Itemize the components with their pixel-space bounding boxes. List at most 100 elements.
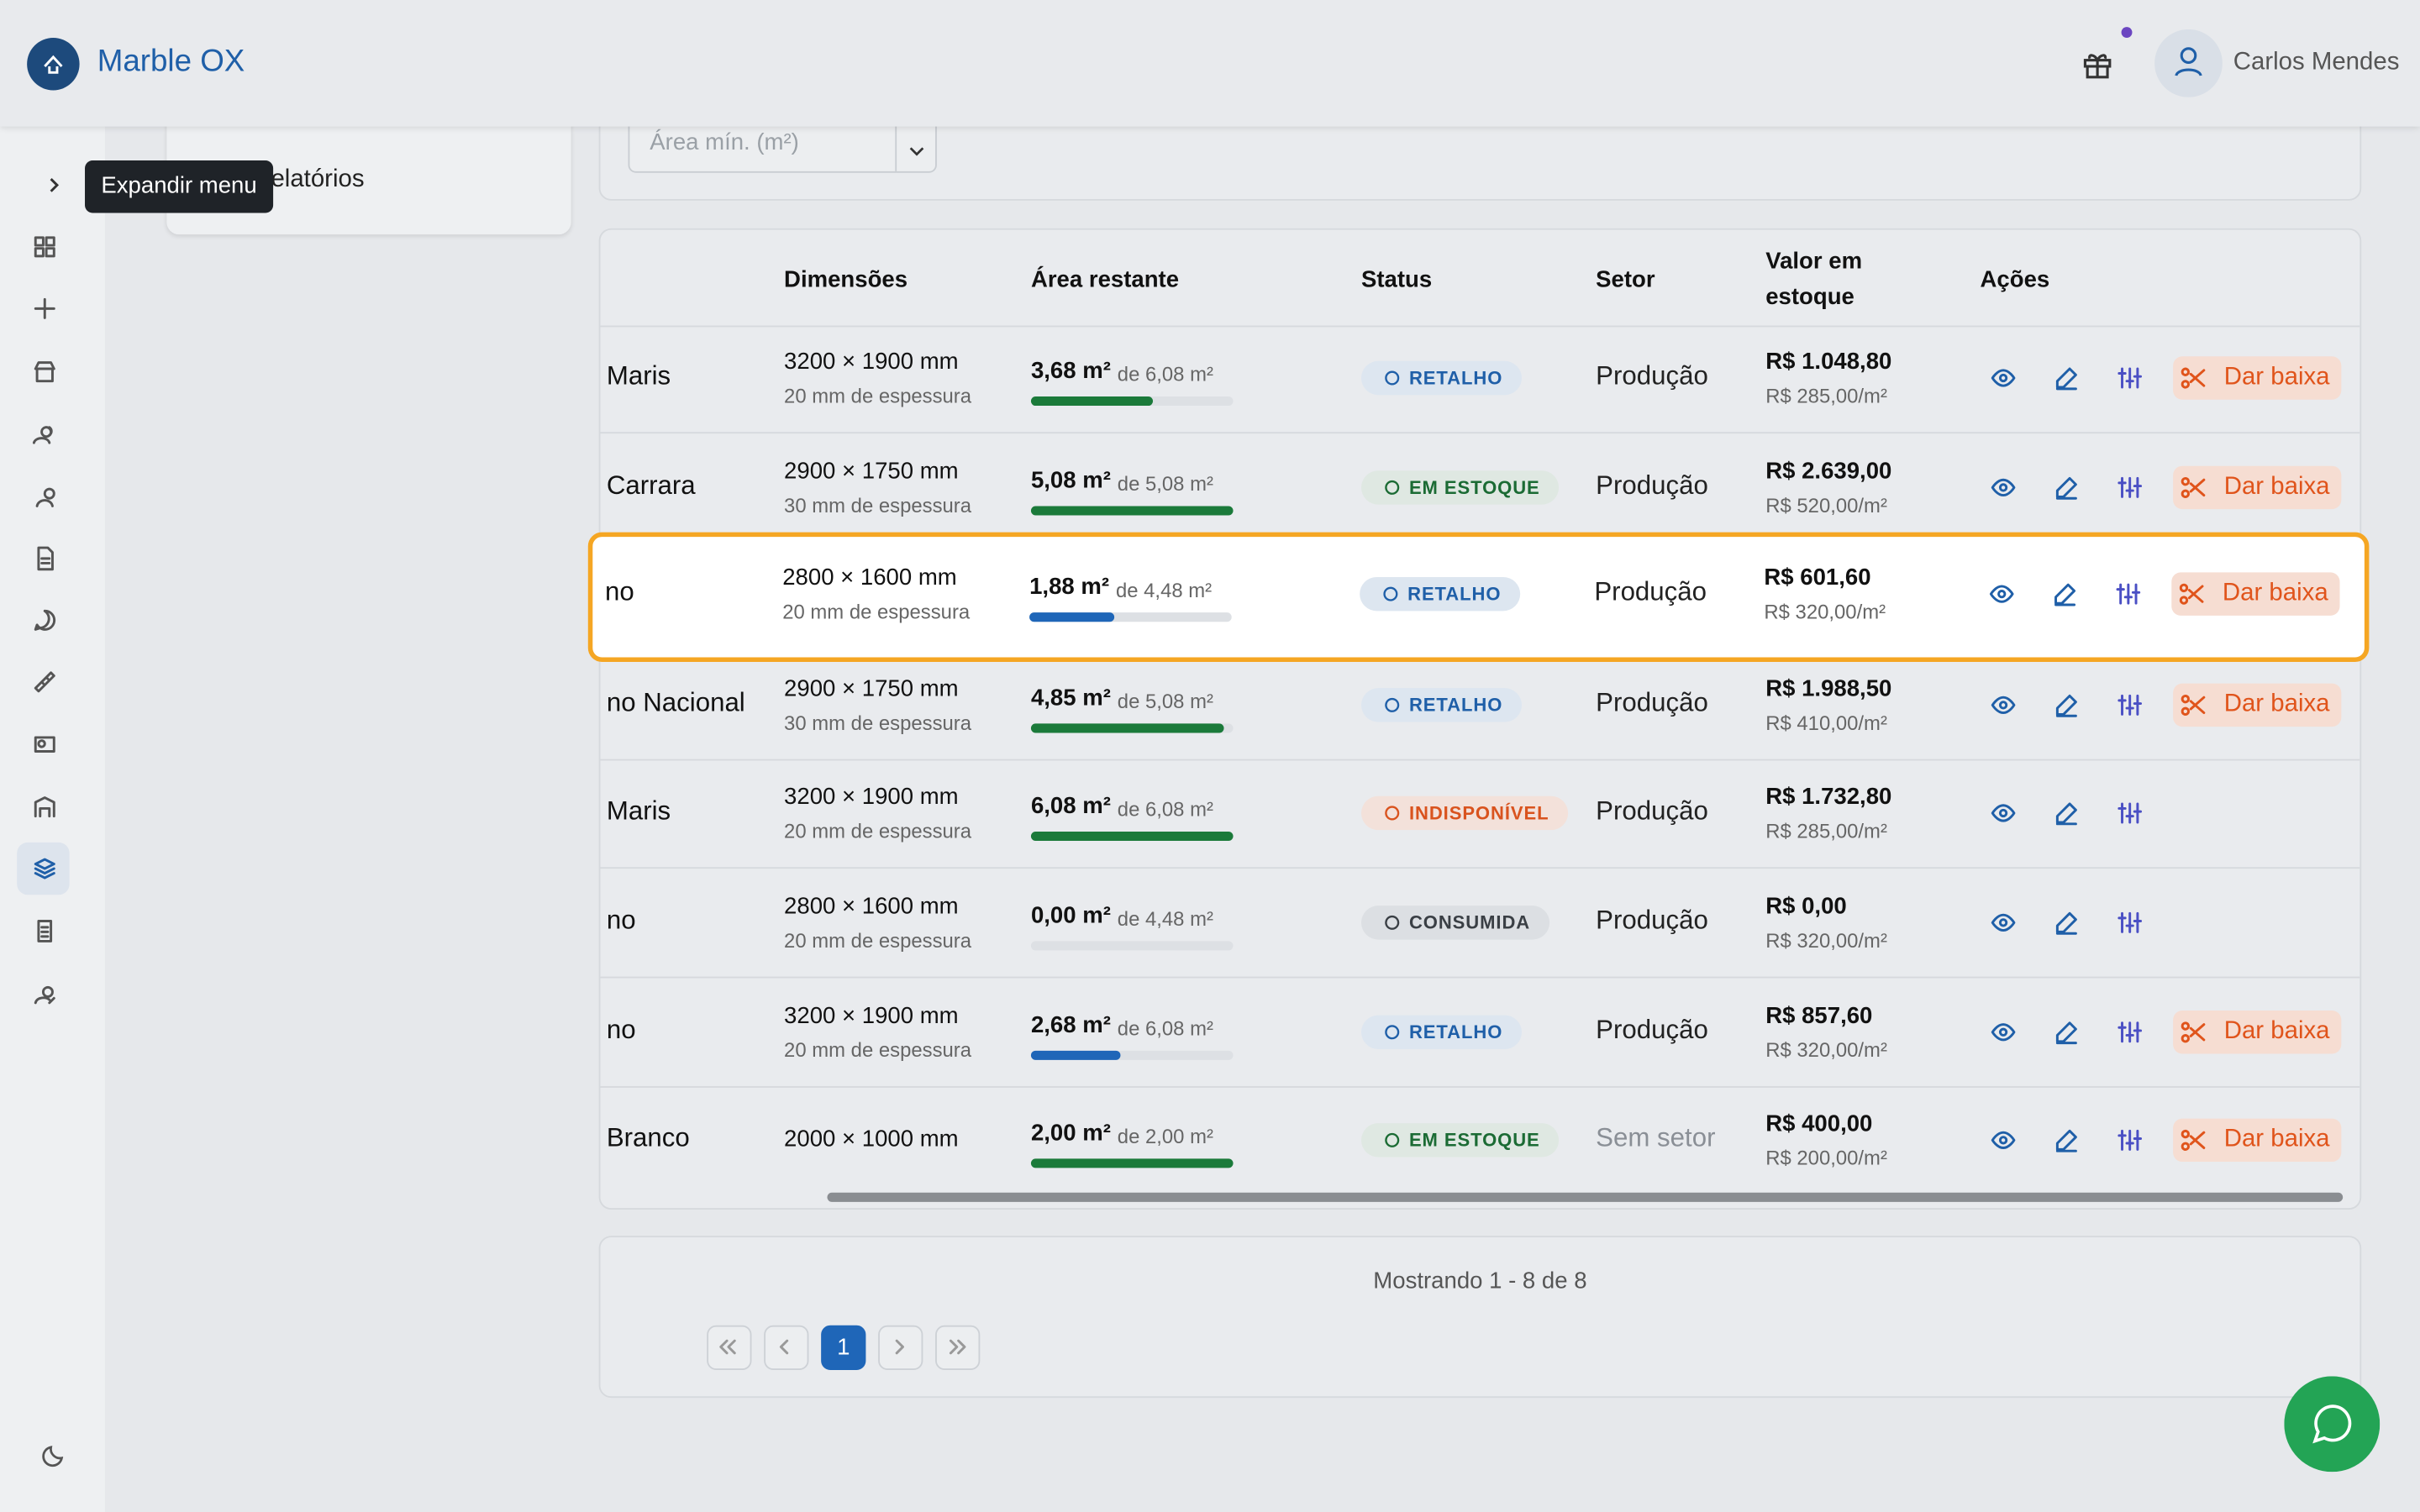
unit-price: R$ 320,00/m² [1765, 1037, 1887, 1061]
sector: Produção [1596, 906, 1708, 936]
divider [895, 113, 897, 171]
area-total: de 6,08 m² [1117, 362, 1213, 386]
view-button[interactable] [1990, 909, 2018, 937]
view-button[interactable] [1990, 800, 2018, 827]
area-total: de 4,48 m² [1117, 907, 1213, 931]
table-row: Maris 3200 × 1900 mm 20 mm de espessura 6,0… [600, 759, 2360, 868]
adjust-button[interactable] [2116, 690, 2144, 718]
write-off-button[interactable]: Dar baixa [2173, 465, 2342, 509]
status-badge: INDISPONÍVEL [1361, 796, 1568, 831]
avatar[interactable] [2154, 29, 2223, 97]
nav-icon[interactable] [31, 233, 59, 260]
nav-icon[interactable] [31, 295, 59, 323]
view-button[interactable] [1990, 364, 2018, 391]
adjust-button[interactable] [2116, 473, 2144, 501]
page-nav-button[interactable] [764, 1325, 809, 1371]
material-name: no [606, 906, 636, 936]
nav-icon[interactable] [31, 358, 59, 386]
edit-button[interactable] [2053, 800, 2081, 827]
write-off-button[interactable]: Dar baixa [2173, 1118, 2342, 1163]
dimensions: 2900 × 1750 mm [784, 675, 959, 702]
area-remaining: 0,00 m² [1030, 902, 1111, 929]
write-off-button[interactable]: Dar baixa [2173, 683, 2342, 727]
thickness: 20 mm de espessura [782, 600, 971, 624]
expand-chevron[interactable] [43, 175, 65, 197]
dimensions: 3200 × 1900 mm [784, 1002, 959, 1029]
page-button[interactable]: 1 [821, 1325, 866, 1371]
adjust-button[interactable] [2116, 364, 2144, 391]
status-badge: RETALHO [1361, 687, 1522, 722]
page-nav-button[interactable] [878, 1325, 923, 1371]
material-name: no [606, 1014, 636, 1044]
scrollbar[interactable] [827, 1192, 2344, 1202]
stock-value: R$ 400,00 [1765, 1110, 1873, 1138]
adjust-button[interactable] [2116, 1017, 2144, 1045]
page-nav-button[interactable] [707, 1325, 752, 1371]
progress-fill [1030, 832, 1234, 842]
thickness: 20 mm de espessura [784, 384, 972, 407]
status-label: EM ESTOQUE [1408, 475, 1540, 498]
view-button[interactable] [1990, 473, 2018, 501]
edit-button[interactable] [2053, 690, 2081, 718]
button-label: Dar baixa [2223, 364, 2330, 391]
sector: Sem setor [1596, 1123, 1716, 1153]
edit-button[interactable] [2051, 580, 2079, 608]
nav-icon[interactable] [31, 730, 59, 758]
area-remaining: 3,68 m² [1030, 358, 1111, 385]
adjust-button[interactable] [2116, 909, 2144, 937]
adjust-button[interactable] [2114, 580, 2142, 608]
adjust-button[interactable] [2116, 800, 2144, 827]
status-icon [1381, 367, 1403, 389]
write-off-button[interactable]: Dar baixa [2173, 1010, 2342, 1053]
nav-icon[interactable] [31, 855, 59, 883]
theme-toggle[interactable] [42, 1442, 66, 1467]
sector: Produção [1596, 470, 1708, 500]
dimensions: 3200 × 1900 mm [784, 784, 959, 811]
edit-button[interactable] [2053, 1126, 2081, 1154]
nav-icon[interactable] [31, 793, 59, 821]
nav-icon[interactable] [31, 979, 59, 1007]
user-name[interactable]: Carlos Mendes [2233, 49, 2400, 76]
table-row: no 2800 × 1600 mm 20 mm de espessura 0,00 m… [600, 869, 2360, 977]
status-badge: RETALHO [1361, 1014, 1522, 1049]
view-button[interactable] [1990, 1126, 2018, 1154]
page-nav-icon [943, 1333, 971, 1361]
status-label: RETALHO [1407, 583, 1502, 606]
write-off-button[interactable]: Dar baixa [2171, 572, 2340, 617]
edit-button[interactable] [2053, 364, 2081, 391]
unit-price: R$ 285,00/m² [1765, 820, 1887, 843]
column-header: Valor em estoque [1765, 248, 1863, 311]
column-header: Dimensões [784, 266, 908, 293]
row-divider [600, 867, 2360, 869]
nav-icon[interactable] [31, 606, 59, 634]
button-label: Dar baixa [2223, 1017, 2330, 1044]
button-label: Dar baixa [2223, 473, 2330, 500]
column-header: Status [1361, 266, 1433, 293]
page-nav-button[interactable] [935, 1325, 981, 1371]
adjust-button[interactable] [2116, 1126, 2144, 1154]
nav-icon[interactable] [31, 916, 59, 944]
scissors-icon [2181, 364, 2208, 391]
view-button[interactable] [1990, 1017, 2018, 1045]
spin-down[interactable] [908, 145, 926, 160]
row-divider [600, 1085, 2360, 1088]
view-button[interactable] [1988, 580, 2016, 608]
scissors-icon [2181, 473, 2208, 501]
nav-icon[interactable] [31, 668, 59, 696]
area-total: de 4,48 m² [1115, 579, 1213, 602]
tooltip: Expandir menu [85, 160, 274, 213]
edit-button[interactable] [2053, 473, 2081, 501]
whatsapp-button[interactable] [2284, 1376, 2381, 1473]
progress-fill [1030, 723, 1224, 733]
column-header: Setor [1596, 266, 1655, 293]
gift-button[interactable] [2081, 48, 2114, 81]
nav-icon[interactable] [31, 420, 59, 448]
edit-button[interactable] [2053, 909, 2081, 937]
write-off-button[interactable]: Dar baixa [2173, 356, 2342, 400]
placeholder: Área mín. (m²) [650, 129, 799, 156]
nav-icon[interactable] [31, 481, 59, 509]
view-button[interactable] [1990, 690, 2018, 718]
nav-icon[interactable] [31, 544, 59, 572]
dimensions: 3200 × 1900 mm [784, 349, 959, 375]
edit-button[interactable] [2053, 1017, 2081, 1045]
